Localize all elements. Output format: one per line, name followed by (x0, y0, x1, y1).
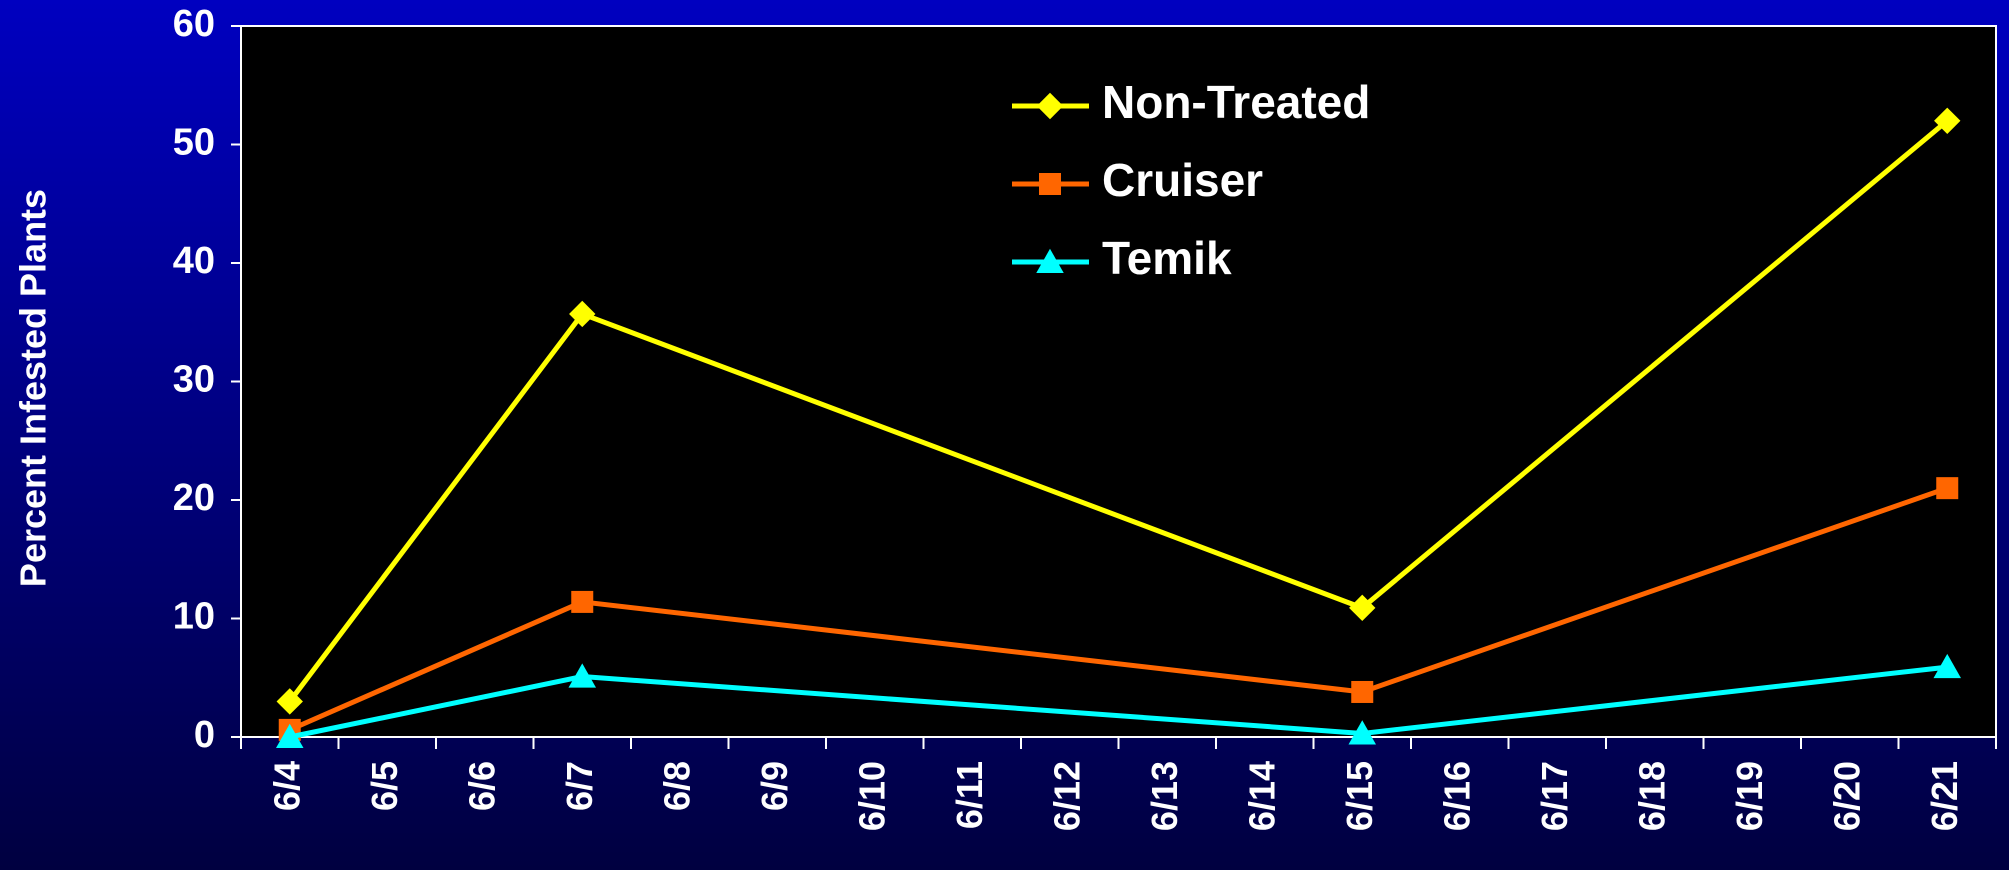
legend-marker (1036, 248, 1064, 273)
x-tick-label: 6/19 (1729, 761, 1770, 831)
series-line (288, 485, 1949, 733)
x-tick-label: 6/20 (1826, 761, 1867, 831)
x-tick-label: 6/21 (1924, 761, 1965, 831)
data-point (568, 663, 596, 688)
data-point (276, 723, 304, 748)
x-tick-label: 6/10 (851, 761, 892, 831)
x-tick-label: 6/8 (656, 761, 697, 811)
data-point (1934, 107, 1961, 134)
x-tick-label: 6/15 (1339, 761, 1380, 831)
x-tick-label: 6/9 (754, 761, 795, 811)
data-point (1933, 653, 1961, 679)
x-tick-label: 6/7 (559, 761, 600, 811)
y-axis-title: Percent Infested Plants (13, 189, 54, 587)
data-point (276, 688, 303, 715)
data-point (569, 300, 596, 328)
legend-marker (1036, 92, 1064, 120)
x-tick-label: 6/6 (461, 761, 502, 811)
x-tick-label: 6/13 (1144, 761, 1185, 831)
legend-label: Temik (1102, 232, 1232, 284)
x-tick-label: 6/16 (1436, 761, 1477, 831)
y-tick-label: 0 (194, 714, 215, 756)
data-point (571, 590, 594, 613)
x-tick-label: 6/14 (1241, 761, 1282, 831)
x-tick-label: 6/17 (1534, 761, 1575, 831)
series-line (287, 118, 1949, 703)
x-tick-label: 6/11 (949, 761, 990, 829)
plot-area (240, 25, 1997, 738)
legend-marker (1039, 173, 1061, 195)
y-tick-label: 20 (173, 477, 215, 519)
y-tick-label: 60 (173, 3, 215, 45)
data-point (1936, 477, 1959, 500)
legend-label: Cruiser (1102, 154, 1263, 206)
y-tick-label: 10 (173, 596, 215, 638)
series-line (289, 664, 1948, 740)
x-tick-label: 6/4 (266, 761, 307, 811)
data-point (1348, 720, 1376, 745)
y-tick-label: 30 (173, 359, 215, 401)
y-tick-label: 40 (173, 240, 215, 282)
x-tick-label: 6/18 (1631, 761, 1672, 831)
x-tick-label: 6/12 (1046, 761, 1087, 831)
data-point (1349, 594, 1376, 622)
x-tick-label: 6/5 (364, 761, 405, 811)
y-tick-label: 50 (173, 122, 215, 164)
data-point (1351, 680, 1374, 703)
legend-label: Non-Treated (1102, 76, 1370, 128)
